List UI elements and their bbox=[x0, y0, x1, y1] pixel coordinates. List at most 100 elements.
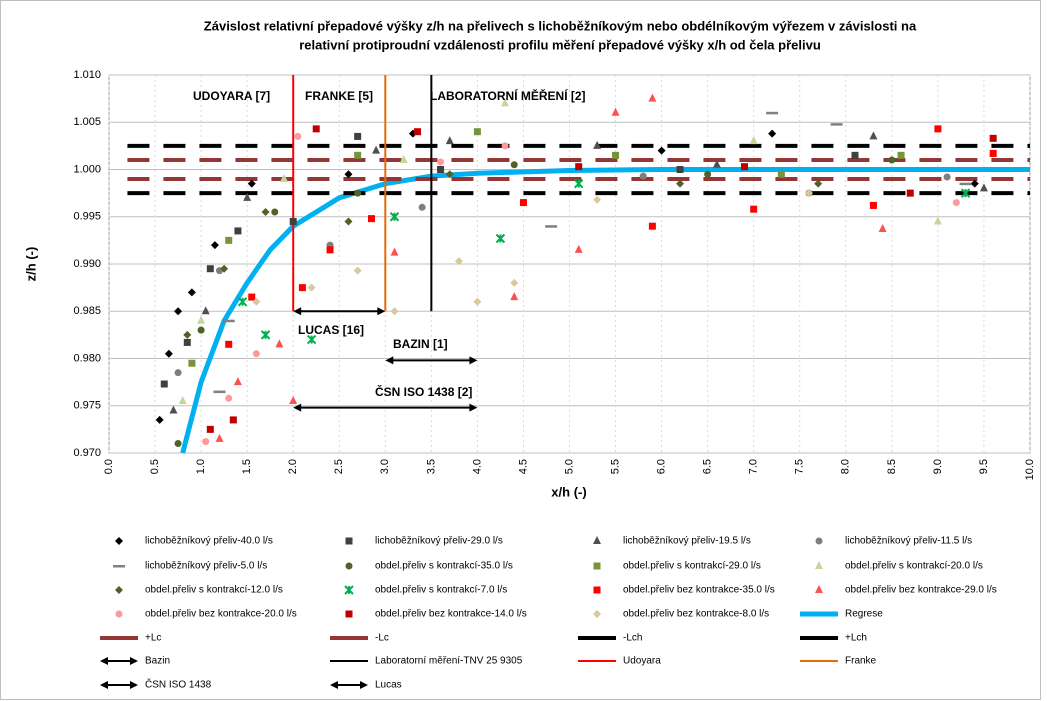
legend-label: Franke bbox=[845, 656, 877, 667]
data-point bbox=[473, 128, 481, 136]
data-point bbox=[390, 307, 399, 316]
legend-symbol bbox=[115, 586, 123, 594]
data-point bbox=[648, 93, 657, 102]
data-point bbox=[222, 319, 235, 323]
data-point bbox=[830, 123, 843, 126]
legend-entry: lichoběžníkový přeliv-5.0 l/s bbox=[113, 561, 267, 572]
data-point bbox=[201, 306, 210, 315]
data-point bbox=[210, 241, 219, 250]
data-point bbox=[445, 136, 454, 145]
x-tick-label: 5.0 bbox=[563, 459, 575, 474]
data-point bbox=[243, 192, 252, 201]
legend-entry: -Lc bbox=[330, 633, 389, 644]
data-point bbox=[501, 98, 510, 107]
data-point bbox=[178, 396, 187, 405]
legend-entry: Lucas bbox=[330, 680, 402, 691]
data-point bbox=[389, 212, 400, 222]
legend-symbol bbox=[345, 562, 353, 570]
data-point bbox=[188, 359, 196, 367]
data-point bbox=[933, 216, 942, 225]
data-point bbox=[294, 132, 302, 140]
x-axis-label: x/h (-) bbox=[551, 484, 586, 499]
data-point bbox=[740, 163, 748, 171]
legend-label: Regrese bbox=[845, 609, 883, 620]
data-point bbox=[952, 199, 960, 207]
legend-symbol bbox=[593, 536, 601, 544]
data-point bbox=[289, 217, 297, 225]
y-tick-label: 0.975 bbox=[73, 400, 101, 412]
data-point bbox=[225, 236, 233, 244]
data-point bbox=[869, 201, 877, 209]
legend-symbol bbox=[815, 561, 823, 569]
data-point bbox=[676, 179, 685, 188]
legend-entry: Laboratorní měření-TNV 25 9305 bbox=[330, 656, 523, 667]
data-point bbox=[155, 415, 164, 424]
data-point bbox=[326, 246, 334, 254]
legend-label: obdel.přeliv bez kontrakce-14.0 l/s bbox=[375, 609, 527, 620]
legend-entry: obdel.přeliv bez kontrakce-8.0 l/s bbox=[593, 609, 769, 620]
legend-label: lichoběžníkový přeliv-19.5 l/s bbox=[623, 536, 751, 547]
legend-label: +Lc bbox=[145, 633, 161, 644]
data-point bbox=[206, 425, 214, 433]
data-point bbox=[473, 297, 482, 306]
data-point bbox=[261, 208, 270, 217]
data-point bbox=[495, 233, 506, 244]
data-point bbox=[545, 225, 558, 228]
arrow-head bbox=[360, 681, 368, 689]
data-point bbox=[174, 307, 183, 316]
legend-label: +Lch bbox=[845, 633, 867, 644]
x-tick-label: 3.5 bbox=[425, 459, 437, 474]
data-point bbox=[390, 247, 399, 256]
data-point bbox=[712, 159, 721, 168]
data-point bbox=[220, 264, 229, 273]
legend-label: lichoběžníkový přeliv-5.0 l/s bbox=[145, 561, 267, 572]
data-point bbox=[344, 170, 353, 179]
data-point bbox=[869, 131, 878, 140]
data-point bbox=[970, 179, 979, 188]
legend-entry: +Lc bbox=[100, 633, 161, 644]
legend-symbol bbox=[345, 537, 353, 545]
data-point bbox=[187, 288, 196, 297]
annotation: LUCAS [16] bbox=[298, 323, 364, 337]
legend-symbol bbox=[593, 610, 601, 618]
x-tick-label: 0.0 bbox=[103, 459, 115, 474]
data-point bbox=[897, 151, 905, 159]
arrow-head bbox=[330, 681, 338, 689]
data-point bbox=[510, 161, 518, 169]
data-point bbox=[234, 227, 242, 235]
data-point bbox=[202, 438, 210, 446]
y-tick-label: 0.990 bbox=[73, 258, 101, 270]
data-point bbox=[437, 166, 445, 173]
data-point bbox=[851, 151, 859, 159]
data-point bbox=[275, 339, 284, 348]
data-point bbox=[510, 292, 519, 301]
data-point bbox=[501, 142, 509, 150]
data-point bbox=[197, 315, 206, 324]
data-point bbox=[612, 151, 620, 159]
x-tick-label: 1.0 bbox=[195, 459, 207, 474]
data-point bbox=[510, 278, 519, 287]
x-tick-label: 10.0 bbox=[1024, 459, 1036, 480]
y-tick-label: 0.995 bbox=[73, 211, 101, 223]
data-point bbox=[418, 203, 426, 211]
legend-symbol bbox=[815, 585, 823, 593]
legend-label: Udoyara bbox=[623, 656, 661, 667]
data-point bbox=[437, 158, 445, 166]
data-point bbox=[960, 188, 971, 198]
y-tick-label: 0.980 bbox=[73, 352, 101, 364]
data-point bbox=[414, 128, 422, 136]
legend-entry: obdel.přeliv s kontrakcí-7.0 l/s bbox=[344, 585, 507, 596]
series-line bbox=[180, 167, 1030, 454]
legend-symbol bbox=[593, 562, 601, 570]
legend-entry: Udoyara bbox=[578, 656, 661, 667]
arrow-head bbox=[293, 403, 302, 412]
legend-entry: ČSN ISO 1438 bbox=[100, 678, 212, 691]
data-point bbox=[639, 172, 647, 180]
data-point bbox=[225, 394, 233, 402]
data-point bbox=[225, 340, 233, 348]
legend-symbol bbox=[115, 537, 123, 545]
data-point bbox=[215, 433, 224, 442]
legend-label: obdel.přeliv s kontrakcí-7.0 l/s bbox=[375, 585, 507, 596]
data-point bbox=[279, 173, 288, 182]
